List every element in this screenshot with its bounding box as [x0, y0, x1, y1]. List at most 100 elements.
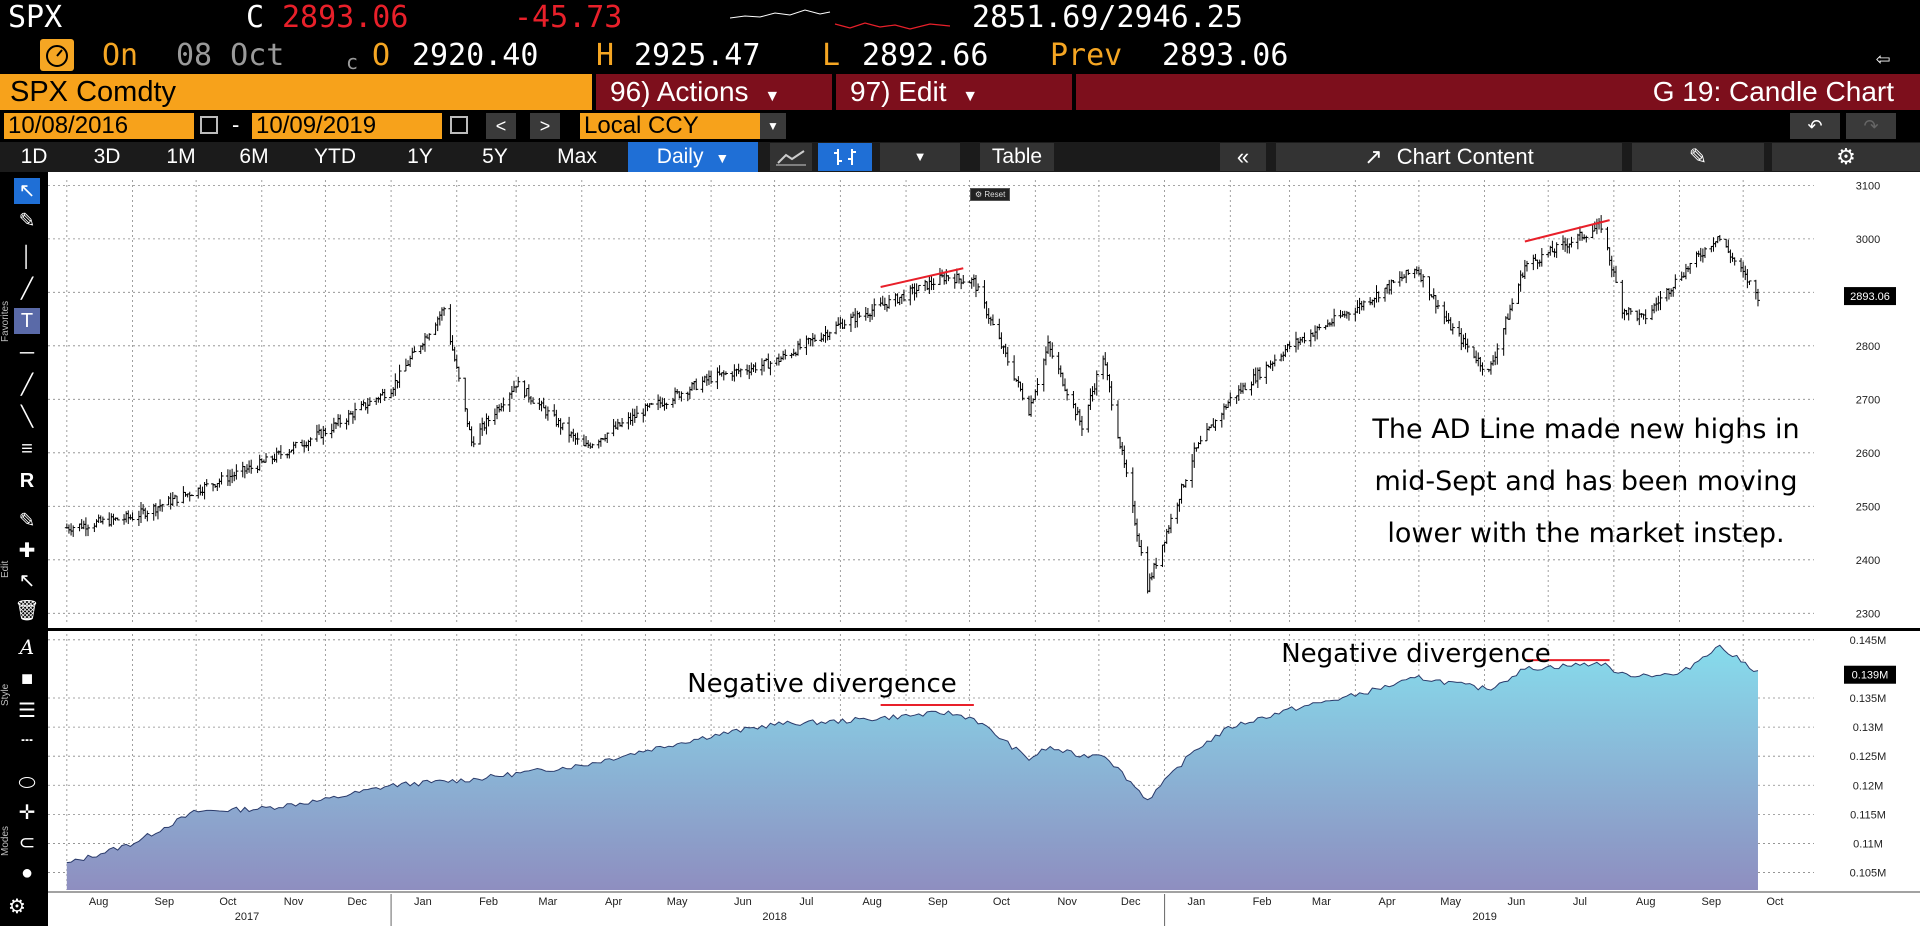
style-label: Style	[0, 683, 11, 706]
quote-bar: SPX C 2893.06 -45.73 2851.69/2946.25	[0, 0, 1920, 36]
x-tick-label: Apr	[605, 896, 622, 908]
x-tick-label: Nov	[1057, 896, 1077, 908]
annotation-text: lower with the market instep.	[1387, 518, 1784, 549]
chart-area[interactable]: 2300240025002600270028002900300031002893…	[48, 172, 1920, 926]
alert-icon[interactable]	[40, 39, 74, 71]
chevron-down-icon[interactable]: ▼	[880, 143, 960, 171]
reset-tooltip[interactable]: ⚙ Reset	[970, 188, 1011, 201]
line-chart-icon[interactable]	[770, 143, 812, 171]
divergence-line	[880, 267, 964, 288]
x-tick-label: Mar	[1312, 896, 1331, 908]
period-tab-5y[interactable]: 5Y	[482, 145, 508, 168]
security-field[interactable]: SPX Comdty	[0, 74, 592, 110]
trend-line-icon[interactable]: ╱	[20, 278, 34, 300]
text-tool-icon[interactable]: T	[14, 308, 40, 334]
x-tick-label: Jun	[1508, 896, 1526, 908]
start-date-field[interactable]: 10/08/2016	[4, 113, 194, 139]
gear-icon[interactable]: ⚙	[1772, 143, 1920, 171]
y-tick-label: 2500	[1856, 501, 1880, 513]
end-date-field[interactable]: 10/09/2019	[252, 113, 442, 139]
period-tab-1d[interactable]: 1D	[20, 145, 48, 168]
line-weight-icon[interactable]: ☰	[18, 700, 36, 722]
period-tab-1m[interactable]: 1M	[166, 145, 196, 168]
chevron-down-icon[interactable]: ▼	[760, 113, 786, 139]
select-add-icon[interactable]: ↖	[18, 570, 36, 592]
quote-date: 08 Oct	[176, 38, 285, 73]
high-label: H	[596, 38, 615, 73]
export-icon[interactable]: ⇦	[1876, 44, 1891, 72]
horizontal-line-icon[interactable]: ─	[19, 342, 35, 364]
low-label: L	[822, 38, 841, 73]
y-tick-label: 0.13M	[1853, 722, 1884, 734]
redo-icon[interactable]: ↷	[1846, 113, 1896, 139]
settings-icon[interactable]: ⚙	[8, 896, 26, 918]
fib-retracement-icon[interactable]: R	[19, 470, 35, 492]
actions-label: 96) Actions	[610, 76, 749, 107]
period-toolbar: 1D 3D 1M 6M YTD 1Y 5Y Max Daily ▼ ▼ Table « ↗ C…	[0, 142, 1920, 172]
reset-label: Reset	[984, 190, 1006, 199]
x-tick-label: Sep	[928, 896, 948, 908]
color-box-icon[interactable]: ■	[20, 668, 34, 690]
pointer-icon[interactable]: ↖	[14, 178, 40, 204]
x-tick-label: Aug	[1636, 896, 1656, 908]
crosshair-icon[interactable]: ✛	[18, 802, 36, 824]
ray-icon[interactable]: ╱	[20, 374, 34, 396]
table-label: Table	[991, 145, 1043, 168]
prev-period-button[interactable]: <	[486, 113, 516, 139]
change-value: -45.73	[514, 0, 623, 35]
period-tab-1y[interactable]: 1Y	[407, 145, 433, 168]
x-tick-label: Feb	[479, 896, 498, 908]
collapse-icon[interactable]: «	[1220, 143, 1266, 171]
vertical-line-icon[interactable]: │	[20, 246, 34, 268]
edit-button[interactable]: 97) Edit ▼	[836, 74, 1072, 110]
close-prefix: C	[246, 0, 265, 35]
y-tick-label: 2400	[1856, 555, 1880, 567]
color-palette-icon[interactable]: ●	[20, 862, 34, 884]
lasso-icon[interactable]: ⬭	[18, 772, 36, 794]
period-tab-ytd[interactable]: YTD	[314, 145, 356, 168]
font-style-icon[interactable]: A	[19, 635, 35, 659]
chart-content-button[interactable]: ↗ Chart Content	[1276, 143, 1622, 171]
actions-button[interactable]: 96) Actions ▼	[596, 74, 832, 110]
x-tick-label: Oct	[1766, 896, 1783, 908]
channel-icon[interactable]: ╲	[20, 406, 34, 428]
period-tab-6m[interactable]: 6M	[239, 145, 269, 168]
frequency-label: Daily	[656, 145, 704, 168]
calendar-icon[interactable]	[450, 116, 468, 134]
last-value-tag	[1844, 665, 1896, 684]
prev-price: 2893.06	[1162, 38, 1289, 73]
x-tick-label: Nov	[284, 896, 304, 908]
y-tick-label: 0.135M	[1850, 693, 1887, 705]
magnet-icon[interactable]: ⊂	[18, 832, 36, 854]
x-tick-label: May	[667, 896, 688, 908]
y-tick-label: 2800	[1856, 341, 1880, 353]
period-tab-3d[interactable]: 3D	[93, 145, 121, 168]
frequency-select[interactable]: Daily ▼	[628, 142, 758, 172]
y-tick-label: 0.105M	[1850, 868, 1887, 880]
modes-label: Modes	[0, 825, 11, 856]
table-button[interactable]	[980, 143, 1054, 171]
pencil-icon[interactable]: ✎	[18, 210, 36, 232]
trash-icon[interactable]: 🗑	[14, 600, 40, 622]
next-period-button[interactable]: >	[530, 113, 560, 139]
move-icon[interactable]: ✚	[18, 540, 36, 562]
year-label: 2017	[235, 911, 259, 923]
x-tick-label: Apr	[1379, 896, 1396, 908]
line-style-icon[interactable]: ┄	[20, 730, 34, 752]
ohlc-bar-icon[interactable]	[818, 143, 872, 171]
last-value-label: 0.139M	[1852, 670, 1889, 682]
undo-icon[interactable]: ↶	[1790, 113, 1840, 139]
draw-icon[interactable]: ✎	[18, 510, 36, 532]
currency-select[interactable]: Local CCY	[580, 113, 760, 139]
calendar-icon[interactable]	[200, 116, 218, 134]
year-label: 2018	[762, 911, 786, 923]
parallel-lines-icon[interactable]: ≡	[21, 438, 33, 460]
date-range-bar: 10/08/2016 - 10/09/2019 < > Local CCY ▼ …	[0, 110, 1920, 142]
y-tick-label: 0.125M	[1850, 751, 1887, 763]
period-tab-max[interactable]: Max	[557, 145, 597, 168]
drawing-toolbar: ↖ ✎ │ ╱ T ─ ╱ ╲ ≡ R ✎ ✚ ↖ 🗑 A ■ ☰ ┄ ⬭ ✛ …	[0, 172, 48, 926]
ad-line-panel: 0.105M 0.11M 0.115M 0.12M 0.125M 0.13M 0.135M 0…	[48, 634, 1896, 890]
edit-pencil-icon[interactable]: ✎	[1632, 143, 1764, 171]
last-value-tag	[1844, 287, 1896, 306]
low-price: 2892.66	[862, 38, 989, 73]
